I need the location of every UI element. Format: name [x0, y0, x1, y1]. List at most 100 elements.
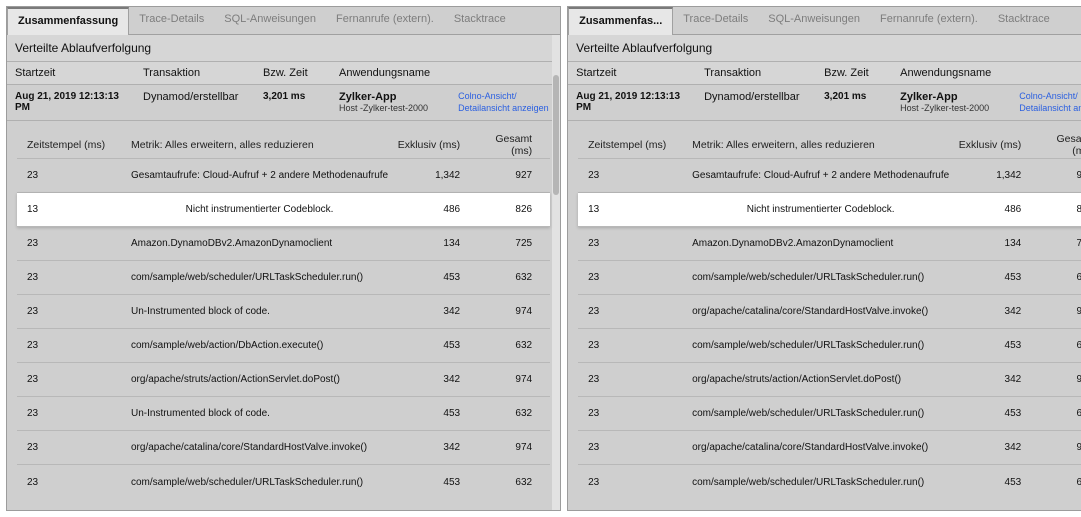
table-row[interactable]: 23com/sample/web/scheduler/URLTaskSchedu…	[578, 397, 1081, 431]
cell-total: 974	[472, 374, 550, 385]
table-row[interactable]: 23Amazon.DynamoDBv2.AmazonDynamoclient13…	[578, 227, 1081, 261]
table-row[interactable]: 13Nicht instrumentierter Codeblock.48682…	[578, 193, 1081, 227]
summary-links: Colno-Ansicht/Detailansicht anzeigen	[1011, 85, 1081, 120]
cell-metric: com/sample/web/action/DbAction.execute()	[127, 340, 394, 351]
cell-total: 826	[1033, 204, 1081, 215]
cell-metric: org/apache/catalina/core/StandardHostVal…	[688, 442, 955, 453]
table-row[interactable]: 23com/sample/web/scheduler/URLTaskSchedu…	[578, 261, 1081, 295]
cell-timestamp: 23	[578, 306, 688, 317]
summary-columns: StartzeitTransaktionBzw. ZeitAnwendungsn…	[7, 62, 560, 85]
cell-exclusive: 453	[394, 272, 472, 283]
column-view-link[interactable]: Colno-Ansicht/	[458, 91, 517, 101]
table-row[interactable]: 23com/sample/web/scheduler/URLTaskSchedu…	[578, 465, 1081, 499]
cell-metric: Gesamtaufrufe: Cloud-Aufruf + 2 andere M…	[688, 170, 955, 181]
column-view-link[interactable]: Colno-Ansicht/	[1019, 91, 1078, 101]
table-row[interactable]: 23org/apache/catalina/core/StandardHostV…	[578, 431, 1081, 465]
table-row[interactable]: 23org/apache/catalina/core/StandardHostV…	[578, 295, 1081, 329]
cell-metric: com/sample/web/scheduler/URLTaskSchedule…	[688, 272, 955, 283]
tab[interactable]: Zusammenfassung	[7, 7, 129, 35]
cell-metric: com/sample/web/scheduler/URLTaskSchedule…	[688, 477, 955, 488]
cell-metric: com/sample/web/scheduler/URLTaskSchedule…	[688, 340, 955, 351]
summary-col-start: Startzeit	[7, 62, 135, 84]
th-exclusive: Exklusiv (ms)	[394, 139, 472, 151]
tab[interactable]: Fernanrufe (extern).	[326, 7, 444, 34]
cell-exclusive: 453	[955, 340, 1033, 351]
cell-metric: com/sample/web/scheduler/URLTaskSchedule…	[127, 477, 394, 488]
summary-col-start: Startzeit	[568, 62, 696, 84]
th-metric[interactable]: Metrik: Alles erweitern, alles reduziere…	[688, 139, 955, 151]
tab[interactable]: Trace-Details	[129, 7, 214, 34]
table-row[interactable]: 23Un-Instrumented block of code.453632	[17, 397, 550, 431]
th-metric[interactable]: Metrik: Alles erweitern, alles reduziere…	[127, 139, 394, 151]
table-row[interactable]: 23Gesamtaufrufe: Cloud-Aufruf + 2 andere…	[578, 159, 1081, 193]
scrollbar[interactable]	[552, 35, 560, 510]
cell-total: 632	[472, 408, 550, 419]
cell-total: 632	[1033, 272, 1081, 283]
summary-col-tt: Bzw. Zeit	[816, 62, 892, 84]
tab[interactable]: Stacktrace	[444, 7, 516, 34]
cell-exclusive: 342	[955, 442, 1033, 453]
table-row[interactable]: 23org/apache/struts/action/ActionServlet…	[578, 363, 1081, 397]
tab[interactable]: SQL-Anweisungen	[214, 7, 326, 34]
tab[interactable]: SQL-Anweisungen	[758, 7, 870, 34]
scrollbar-thumb[interactable]	[553, 75, 559, 195]
cell-exclusive: 486	[394, 204, 472, 215]
cell-metric: org/apache/struts/action/ActionServlet.d…	[127, 374, 394, 385]
cell-metric: Amazon.DynamoDBv2.AmazonDynamoclient	[127, 238, 394, 249]
cell-total: 632	[472, 340, 550, 351]
summary-transaction: Dynamod/erstellbar	[696, 85, 816, 120]
cell-timestamp: 23	[578, 442, 688, 453]
cell-exclusive: 453	[955, 477, 1033, 488]
cell-total: 632	[1033, 408, 1081, 419]
cell-timestamp: 23	[17, 306, 127, 317]
detail-view-link[interactable]: Detailansicht anzeigen	[1019, 103, 1081, 113]
table-row[interactable]: 23org/apache/catalina/core/StandardHostV…	[17, 431, 550, 465]
cell-exclusive: 453	[955, 408, 1033, 419]
table-row[interactable]: 23Gesamtaufrufe: Cloud-Aufruf + 2 andere…	[17, 159, 550, 193]
table-header-row: Zeitstempel (ms)Metrik: Alles erweitern,…	[17, 131, 550, 159]
cell-metric: Un-Instrumented block of code.	[127, 306, 394, 317]
cell-metric: org/apache/struts/action/ActionServlet.d…	[688, 374, 955, 385]
cell-timestamp: 23	[17, 442, 127, 453]
cell-exclusive: 453	[394, 477, 472, 488]
cell-exclusive: 134	[955, 238, 1033, 249]
cell-timestamp: 23	[578, 238, 688, 249]
app-title: Zylker-App	[900, 91, 1003, 103]
summary-start-time: Aug 21, 2019 12:13:13 PM	[7, 85, 135, 120]
table-row[interactable]: 23Amazon.DynamoDBv2.AmazonDynamoclient13…	[17, 227, 550, 261]
tab[interactable]: Fernanrufe (extern).	[870, 7, 988, 34]
cell-total: 927	[1033, 170, 1081, 181]
summary-links: Colno-Ansicht/Detailansicht anzeigen	[450, 85, 560, 120]
th-timestamp: Zeitstempel (ms)	[578, 139, 688, 151]
cell-metric: Amazon.DynamoDBv2.AmazonDynamoclient	[688, 238, 955, 249]
cell-total: 974	[1033, 306, 1081, 317]
cell-total: 632	[1033, 340, 1081, 351]
table-row[interactable]: 23com/sample/web/scheduler/URLTaskSchedu…	[578, 329, 1081, 363]
table-row[interactable]: 23com/sample/web/action/DbAction.execute…	[17, 329, 550, 363]
cell-exclusive: 342	[394, 442, 472, 453]
cell-timestamp: 23	[17, 374, 127, 385]
summary-col-tt: Bzw. Zeit	[255, 62, 331, 84]
tab[interactable]: Trace-Details	[673, 7, 758, 34]
table-row[interactable]: 23Un-Instrumented block of code.342974	[17, 295, 550, 329]
cell-metric: Nicht instrumentierter Codeblock.	[688, 204, 955, 215]
cell-metric: com/sample/web/scheduler/URLTaskSchedule…	[127, 272, 394, 283]
cell-exclusive: 1,342	[394, 170, 472, 181]
table-row[interactable]: 13Nicht instrumentierter Codeblock.48682…	[17, 193, 550, 227]
cell-total: 632	[472, 272, 550, 283]
cell-exclusive: 453	[955, 272, 1033, 283]
cell-exclusive: 342	[955, 374, 1033, 385]
table-row[interactable]: 23org/apache/struts/action/ActionServlet…	[17, 363, 550, 397]
th-timestamp: Zeitstempel (ms)	[17, 139, 127, 151]
cell-exclusive: 134	[394, 238, 472, 249]
tab[interactable]: Stacktrace	[988, 7, 1060, 34]
th-total: Gesamt (ms)	[472, 133, 550, 157]
cell-total: 927	[472, 170, 550, 181]
summary-row: Aug 21, 2019 12:13:13 PMDynamod/erstellb…	[7, 85, 560, 121]
table-row[interactable]: 23com/sample/web/scheduler/URLTaskSchedu…	[17, 261, 550, 295]
table-row[interactable]: 23com/sample/web/scheduler/URLTaskSchedu…	[17, 465, 550, 499]
detail-view-link[interactable]: Detailansicht anzeigen	[458, 103, 549, 113]
tab[interactable]: Zusammenfas...	[568, 7, 673, 35]
cell-total: 826	[472, 204, 550, 215]
cell-total: 725	[1033, 238, 1081, 249]
